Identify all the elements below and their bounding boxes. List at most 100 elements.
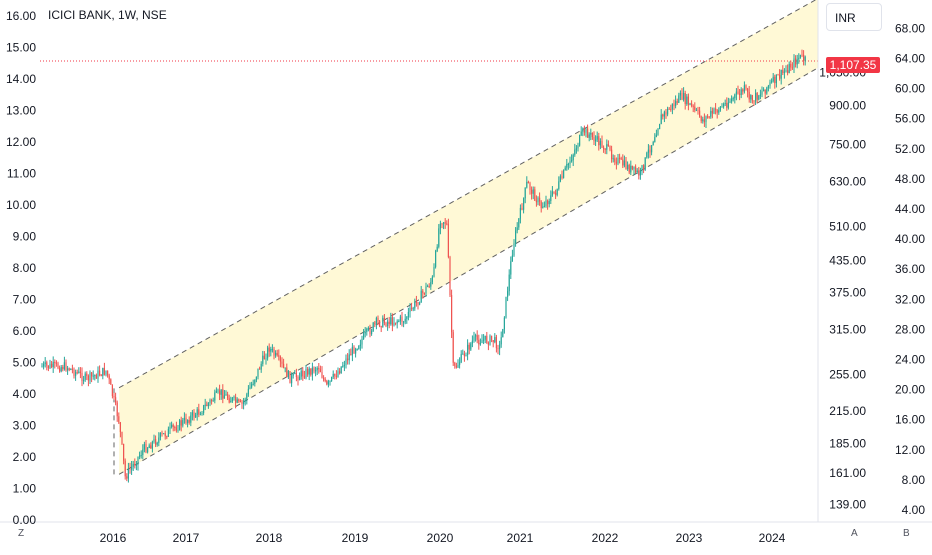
candle-body-51 (123, 443, 125, 461)
candle-body-409 (695, 109, 697, 111)
candle-body-289 (503, 317, 505, 330)
time-axis-tick-label: 2016 (100, 531, 127, 545)
candle-body-4 (47, 365, 49, 369)
candle-body-25 (81, 372, 83, 381)
candle-body-20 (73, 369, 75, 376)
candle-body-315 (545, 200, 547, 207)
candle-body-399 (679, 92, 681, 96)
candle-body-326 (563, 170, 565, 178)
candle-body-381 (651, 145, 653, 153)
candle-body-56 (131, 466, 133, 470)
candle-body-93 (190, 415, 192, 423)
left-axis-tick-label: 4.00 (13, 387, 37, 401)
candle-body-254 (447, 223, 449, 258)
candle-body-144 (271, 348, 273, 350)
candle-body-353 (606, 144, 608, 150)
candle-body-449 (759, 94, 761, 96)
zoom-reset-button[interactable]: Z (18, 528, 25, 539)
candle-body-288 (502, 329, 504, 338)
candle-body-374 (639, 169, 641, 176)
candle-body-398 (678, 95, 680, 103)
candle-body-475 (801, 54, 803, 56)
candle-body-313 (542, 206, 544, 208)
candle-body-396 (675, 101, 677, 107)
candle-body-148 (278, 355, 280, 357)
candle-body-80 (169, 426, 171, 429)
candle-body-438 (742, 89, 744, 92)
candle-body-102 (204, 404, 206, 406)
candle-body-117 (228, 398, 230, 403)
right-axis-tick-label: 44.00 (895, 202, 925, 216)
candle-body-270 (473, 336, 475, 341)
candle-body-0 (41, 366, 43, 368)
candle-body-325 (561, 176, 563, 178)
candle-body-369 (631, 165, 633, 170)
candle-body-390 (665, 111, 667, 115)
right-axis-tick-label: 16.00 (895, 413, 925, 427)
candle-body-297 (516, 227, 518, 231)
price-axis-tick-label: 435.00 (829, 254, 866, 268)
right-axis-tick-label: 20.00 (895, 383, 925, 397)
scale-mode-button[interactable]: B (903, 528, 910, 539)
left-axis-tick-label: 9.00 (13, 230, 37, 244)
candle-body-470 (793, 58, 795, 68)
candle-body-304 (527, 181, 529, 184)
candle-body-12 (60, 366, 62, 372)
time-axis-tick-label: 2022 (592, 531, 619, 545)
candle-body-423 (718, 110, 720, 113)
candle-body-292 (508, 274, 510, 292)
candle-body-328 (566, 164, 568, 168)
candle-body-124 (239, 401, 241, 403)
candle-body-180 (329, 380, 331, 382)
candle-body-5 (49, 363, 51, 369)
candle-body-259 (455, 365, 457, 368)
candle-body-6 (51, 363, 53, 368)
left-axis-tick-label: 15.00 (6, 41, 36, 55)
candle-body-428 (726, 102, 728, 108)
candle-body-311 (539, 197, 541, 202)
auto-scale-button[interactable]: A (851, 528, 858, 539)
candle-body-21 (75, 372, 77, 376)
candle-body-294 (511, 255, 513, 262)
candle-body-430 (729, 101, 731, 103)
right-axis-tick-label: 56.00 (895, 112, 925, 126)
candle-body-412 (700, 116, 702, 122)
candle-body-440 (745, 85, 747, 89)
currency-selector[interactable]: INR (826, 3, 882, 31)
candle-body-155 (289, 371, 291, 384)
candle-body-133 (254, 379, 256, 384)
candle-body-115 (225, 393, 227, 396)
candle-body-139 (263, 355, 265, 360)
candle-body-281 (491, 335, 493, 341)
candle-body-214 (383, 317, 385, 323)
candle-body-277 (484, 335, 486, 340)
candle-body-82 (172, 424, 174, 427)
candle-body-413 (702, 119, 704, 122)
candle-body-208 (374, 322, 376, 324)
candle-body-417 (708, 116, 710, 118)
right-axis-tick-label: 8.00 (902, 473, 926, 487)
candle-body-245 (433, 266, 435, 277)
candle-body-66 (147, 447, 149, 453)
candle-body-78 (166, 436, 168, 438)
candle-body-340 (585, 128, 587, 133)
candle-body-62 (140, 455, 142, 457)
candle-body-168 (310, 368, 312, 375)
left-axis-tick-label: 7.00 (13, 293, 37, 307)
candle-body-410 (697, 109, 699, 111)
candle-body-394 (671, 103, 673, 110)
candle-body-152 (284, 367, 286, 369)
candle-body-349 (599, 140, 601, 146)
candle-body-365 (625, 160, 627, 169)
candle-body-384 (655, 134, 657, 138)
candle-body-324 (559, 176, 561, 182)
candle-body-213 (382, 317, 384, 328)
candle-body-99 (199, 414, 201, 416)
candle-body-120 (233, 396, 235, 398)
candle-body-218 (390, 317, 392, 325)
time-axis-tick-label: 2018 (256, 531, 283, 545)
candle-body-209 (375, 317, 377, 324)
candle-body-128 (246, 394, 248, 400)
